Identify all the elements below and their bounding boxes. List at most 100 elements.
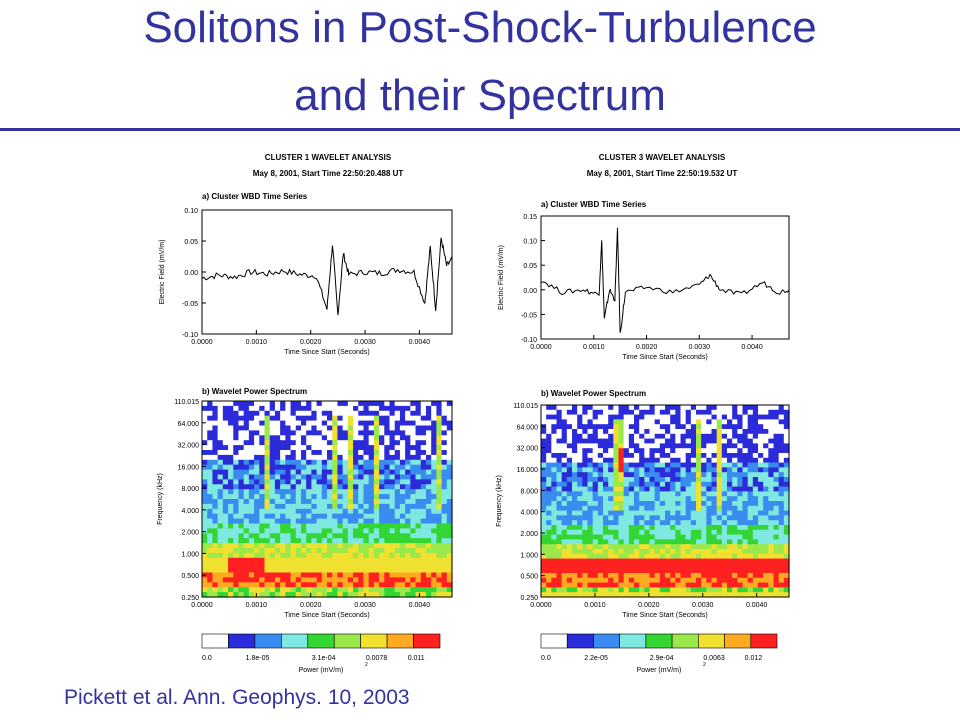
c1-spec-cell bbox=[306, 494, 312, 500]
c3-spec-cell bbox=[690, 558, 697, 564]
c3-spec-cell bbox=[587, 510, 594, 516]
c1-spec-cell bbox=[431, 420, 437, 427]
c3-spec-cell bbox=[665, 443, 671, 449]
c1-spec-cell bbox=[394, 459, 401, 466]
c3-spec-cell bbox=[659, 472, 666, 478]
c1-spec-cell bbox=[410, 440, 417, 446]
c3-spec-cell bbox=[711, 448, 718, 454]
c3-spec-cell bbox=[773, 438, 780, 444]
c1-spec-cell bbox=[300, 557, 307, 564]
c1-spec-cell bbox=[347, 440, 354, 446]
c1-spec-cell bbox=[316, 445, 323, 451]
c3-spec-cell bbox=[742, 453, 749, 459]
c1-spec-cell bbox=[274, 474, 281, 480]
c3-spec-cell bbox=[628, 592, 635, 598]
c1-spec-cell bbox=[373, 494, 380, 500]
c1-spec-cell bbox=[373, 415, 380, 422]
c1-spec-cell bbox=[233, 552, 240, 559]
c3-spec-cell bbox=[711, 429, 718, 435]
c1-spec-cell bbox=[264, 401, 271, 407]
c1-spec-cell bbox=[347, 562, 354, 569]
c1-spec-cell bbox=[425, 567, 432, 574]
c3-spec-cell bbox=[685, 544, 692, 550]
c1-spec-cell bbox=[363, 450, 370, 456]
c1-spec-cell bbox=[295, 572, 302, 578]
c1-spec-cell bbox=[280, 410, 286, 417]
c1-spec-cell bbox=[327, 464, 333, 471]
c1-spec-cell bbox=[410, 450, 417, 456]
c3-spec-cell bbox=[659, 429, 666, 435]
c3-spec-cell bbox=[778, 525, 785, 531]
c1-spec-cell bbox=[264, 484, 271, 490]
c3-spec-cell bbox=[716, 510, 723, 516]
c3-spec-cell bbox=[685, 529, 692, 536]
c1-spec-cell bbox=[420, 469, 427, 476]
c1-spec-cell bbox=[337, 587, 344, 593]
c1-spec-cell bbox=[212, 440, 219, 446]
c3-spec-cell bbox=[577, 592, 583, 598]
c3-colorbar-swatch bbox=[698, 633, 725, 649]
c1-spec-cell bbox=[384, 464, 391, 471]
c1-spec-cell bbox=[332, 528, 339, 534]
c1-spec-cell bbox=[311, 523, 318, 529]
c3-spec-cell bbox=[618, 587, 625, 593]
c1-spec-cell bbox=[399, 464, 406, 471]
c1-spec-cell bbox=[300, 543, 307, 549]
c3-spec-cell bbox=[685, 409, 692, 416]
c1-spec-cell bbox=[202, 410, 208, 417]
c3-spec-cell bbox=[706, 472, 713, 478]
c3-spec-cell bbox=[546, 429, 552, 435]
c3-spec-cell bbox=[758, 472, 764, 478]
c3-spec-cell bbox=[577, 529, 583, 536]
c3-spec-cell bbox=[711, 409, 718, 416]
c3-spec-cell bbox=[649, 472, 656, 478]
c3-spec-cell bbox=[742, 472, 749, 478]
c1-spec-cell bbox=[358, 440, 365, 446]
c3-spec-cell bbox=[628, 486, 635, 492]
c1-spec-cell bbox=[321, 557, 328, 564]
c3-spec-cell bbox=[603, 587, 609, 593]
c1-spec-cell bbox=[337, 410, 344, 417]
c1-spec-cell bbox=[202, 430, 208, 436]
c3-spec-cell bbox=[608, 573, 614, 579]
c3-spec-cell bbox=[577, 501, 583, 507]
c1-spec-cell bbox=[347, 538, 354, 544]
c3-spec-cell bbox=[649, 424, 656, 430]
c1-spec-cell bbox=[207, 503, 214, 510]
c3-spec-cell bbox=[690, 539, 697, 545]
c1-spec-cell bbox=[327, 469, 333, 476]
c1-spec-cell bbox=[264, 430, 271, 436]
c1-spec-cell bbox=[316, 484, 323, 490]
c3-spec-cell bbox=[603, 448, 609, 454]
c3-spec-cell bbox=[566, 515, 573, 521]
c1-spec-cell bbox=[368, 415, 375, 422]
c3-spec-cell bbox=[582, 573, 589, 579]
c1-spec-cell bbox=[207, 489, 214, 495]
c3-spec-cell bbox=[670, 457, 676, 464]
c3-spec-cell bbox=[618, 491, 625, 497]
c1-spec-cell bbox=[389, 410, 396, 417]
c3-ts-ylabel: Electric Field (mV/m) bbox=[498, 245, 505, 310]
c1-spec-cell bbox=[290, 523, 297, 529]
c3-spec-cell bbox=[752, 529, 759, 536]
c3-spec-cell bbox=[639, 587, 645, 593]
c3-spec-cell bbox=[597, 448, 604, 454]
c3-spec-cell bbox=[675, 592, 682, 598]
c1-spec-cell bbox=[363, 562, 370, 569]
c1-spec-cell bbox=[389, 425, 396, 431]
c1-spec-cell bbox=[222, 425, 229, 431]
c3-spec-cell bbox=[721, 496, 728, 502]
c1-spec-cell bbox=[415, 548, 422, 554]
c3-spec-cell bbox=[763, 510, 769, 516]
c3-spec-cell bbox=[763, 481, 769, 488]
c1-spec-cell bbox=[300, 420, 307, 427]
c3-spec-cell bbox=[768, 534, 775, 540]
c1-spec-cell bbox=[394, 552, 401, 559]
c1-spec-cell bbox=[379, 587, 385, 593]
c3-spec-cell bbox=[758, 477, 764, 483]
c3-spec-cell bbox=[685, 414, 692, 420]
c3-spec-cell bbox=[628, 438, 635, 444]
c1-spec-cell bbox=[248, 528, 255, 534]
c3-spec-cell bbox=[685, 462, 692, 468]
c1-spec-cell bbox=[207, 469, 214, 476]
